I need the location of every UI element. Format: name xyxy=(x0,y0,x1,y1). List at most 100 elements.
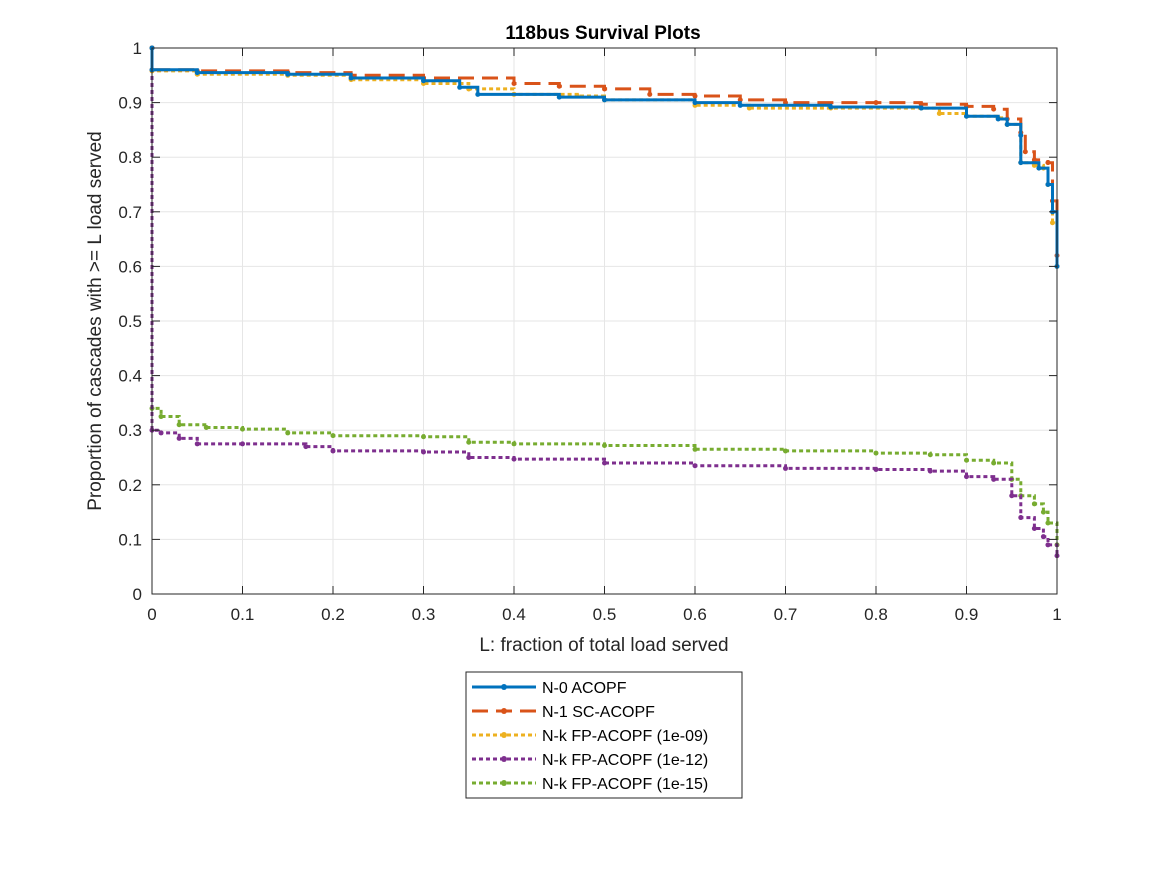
series-point xyxy=(1045,520,1051,526)
x-tick-label: 1 xyxy=(1052,605,1061,624)
series-point xyxy=(692,100,698,106)
series-point xyxy=(1040,509,1046,515)
series-point xyxy=(873,100,879,106)
series-point xyxy=(602,442,607,448)
x-tick-label: 0.4 xyxy=(502,605,526,624)
series-point xyxy=(692,93,698,99)
legend-label: N-0 ACOPF xyxy=(542,680,627,697)
series-point xyxy=(556,94,562,100)
series-point xyxy=(1045,160,1051,166)
series-point xyxy=(1022,149,1028,155)
series-point xyxy=(991,106,997,112)
x-tick-label: 0.8 xyxy=(864,605,888,624)
x-axis-label: L: fraction of total load served xyxy=(479,635,728,656)
y-tick-label: 0.8 xyxy=(118,148,142,167)
series-point xyxy=(964,474,969,480)
series-point xyxy=(176,422,182,428)
series-point xyxy=(511,456,517,462)
series-line-4 xyxy=(150,48,1059,545)
x-tick-label: 0.9 xyxy=(955,605,979,624)
y-tick-label: 0 xyxy=(133,585,142,604)
y-tick-label: 0.6 xyxy=(118,257,142,276)
series-point xyxy=(783,448,788,454)
series-point xyxy=(176,435,182,441)
y-tick-label: 0.9 xyxy=(118,94,142,113)
series-point xyxy=(1049,220,1055,226)
series-point xyxy=(466,439,472,445)
x-tick-label: 0.6 xyxy=(683,605,707,624)
series-group xyxy=(149,45,1060,559)
legend-marker xyxy=(501,756,507,762)
y-tick-label: 0.1 xyxy=(118,530,142,549)
series-point xyxy=(927,452,933,458)
y-tick-label: 1 xyxy=(133,39,142,58)
series-point xyxy=(964,113,969,119)
series-point xyxy=(240,441,245,447)
series-point xyxy=(602,460,607,466)
axis-ticks: 0 0.1 0.2 0.3 0.4 0.5 0.6 0.7 0.8 0.9 1 0 0.1 0.2 0.3 0… xyxy=(118,39,1061,624)
series-point xyxy=(1004,121,1010,127)
series-point xyxy=(421,434,426,440)
series-point xyxy=(556,83,562,89)
series-point xyxy=(918,105,924,111)
series-point xyxy=(303,444,309,450)
series-point xyxy=(783,465,788,471)
series-point xyxy=(330,433,336,439)
series-point xyxy=(1045,182,1051,187)
series-point xyxy=(348,75,354,81)
series-point xyxy=(1036,165,1042,171)
series-point xyxy=(203,424,209,430)
series-point xyxy=(421,449,426,455)
y-tick-label: 0.7 xyxy=(118,203,142,222)
x-tick-label: 0.1 xyxy=(231,605,255,624)
series-point xyxy=(194,441,200,447)
series-point xyxy=(285,71,291,77)
series-point xyxy=(1031,157,1037,163)
series-point xyxy=(1018,132,1024,138)
legend-label: N-k FP-ACOPF (1e-09) xyxy=(542,728,708,745)
series-point xyxy=(1045,542,1051,548)
series-point xyxy=(737,102,743,108)
series-point xyxy=(964,457,969,463)
y-tick-label: 0.3 xyxy=(118,421,142,440)
y-axis-label: Proportion of cascades with >= L load se… xyxy=(85,131,106,511)
series-point xyxy=(936,111,942,117)
x-tick-label: 0 xyxy=(147,605,156,624)
series-point xyxy=(602,97,607,103)
y-tick-label: 0.5 xyxy=(118,312,142,331)
legend-marker xyxy=(501,732,507,738)
series-point xyxy=(1018,515,1024,521)
series-line-1 xyxy=(150,48,1059,256)
x-tick-label: 0.5 xyxy=(593,605,617,624)
legend-box xyxy=(465,671,743,799)
series-point xyxy=(1031,501,1037,507)
series-point xyxy=(330,448,336,454)
series-point xyxy=(918,101,924,107)
series-point xyxy=(158,430,164,436)
series-point xyxy=(647,91,653,97)
y-tick-label: 0.2 xyxy=(118,476,142,495)
series-point xyxy=(927,468,933,474)
series-point xyxy=(1018,160,1024,166)
legend-label: N-k FP-ACOPF (1e-15) xyxy=(542,776,708,793)
series-point xyxy=(421,78,426,84)
x-tick-label: 0.7 xyxy=(774,605,798,624)
series-point xyxy=(194,70,200,76)
series-point xyxy=(692,446,698,452)
x-tick-label: 0.3 xyxy=(412,605,436,624)
series-line-2 xyxy=(150,48,1059,267)
series-point xyxy=(475,91,481,97)
legend-marker xyxy=(501,708,507,714)
series-point xyxy=(1009,493,1015,499)
legend-marker xyxy=(501,780,507,786)
series-point xyxy=(1031,525,1037,531)
legend-label: N-1 SC-ACOPF xyxy=(542,704,655,721)
chart-title: 118bus Survival Plots xyxy=(505,23,700,44)
y-tick-label: 0.4 xyxy=(118,367,142,386)
series-point xyxy=(873,450,879,456)
series-point xyxy=(991,476,997,482)
series-point xyxy=(466,455,472,460)
series-point xyxy=(746,105,752,111)
series-point xyxy=(511,80,517,86)
